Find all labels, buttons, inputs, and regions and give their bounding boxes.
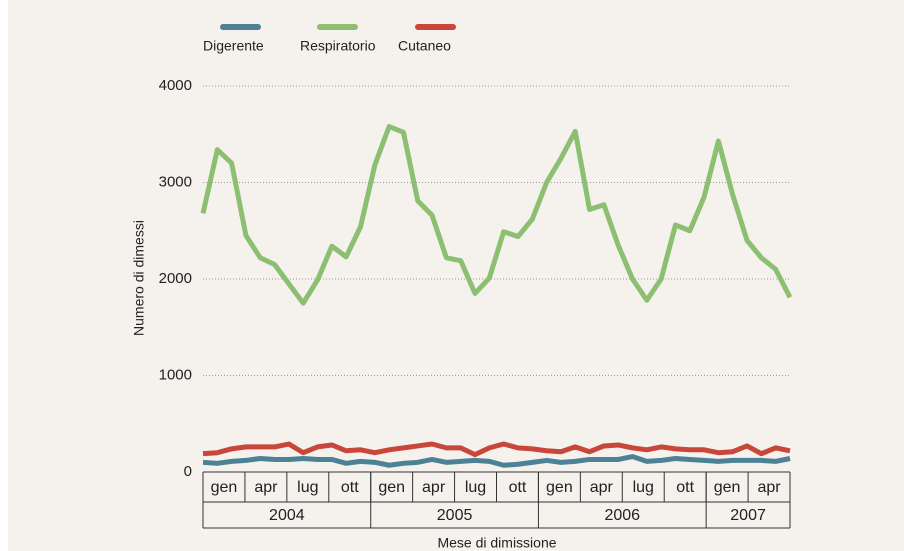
x-tick-label: apr (590, 479, 614, 496)
x-tick-label: ott (509, 479, 527, 496)
legend-label: Respiratorio (300, 38, 376, 54)
series-line (202, 441, 791, 458)
x-tick-label: gen (378, 479, 405, 496)
x-tick-label: apr (422, 479, 446, 496)
x-tick-label: ott (341, 479, 359, 496)
x-tick-label: gen (211, 479, 238, 496)
x-group-label: 2006 (604, 507, 640, 524)
y-tick-label: 0 (184, 463, 192, 480)
y-tick-label: 1000 (159, 366, 192, 383)
series-line (202, 454, 791, 468)
y-axis-title: Numero di dimessi (131, 220, 147, 336)
legend-label: Cutaneo (398, 38, 451, 54)
x-tick-label: lug (297, 479, 318, 496)
x-tick-label: ott (676, 479, 694, 496)
series-line (200, 124, 793, 306)
x-group-label: 2007 (730, 507, 766, 524)
x-group-label: 2005 (437, 507, 473, 524)
y-tick-label: 2000 (159, 270, 192, 287)
x-tick-label: apr (254, 479, 278, 496)
x-tick-label: gen (546, 479, 573, 496)
x-tick-label: gen (714, 479, 741, 496)
x-axis-title: Mese di dimissione (437, 535, 556, 551)
legend-label: Digerente (203, 38, 264, 54)
x-tick-label: lug (633, 479, 654, 496)
y-tick-label: 3000 (159, 173, 192, 190)
x-group-label: 2004 (269, 507, 305, 524)
x-tick-label: apr (757, 479, 781, 496)
y-tick-label: 4000 (159, 77, 192, 94)
x-tick-label: lug (465, 479, 486, 496)
